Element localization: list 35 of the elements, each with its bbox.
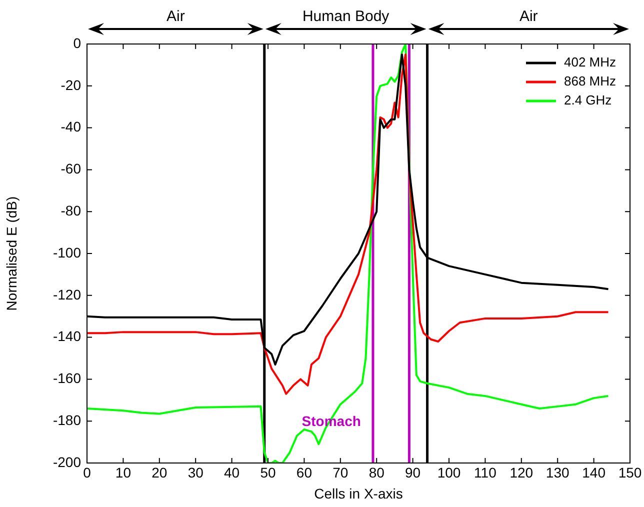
x-tick-label: 100 bbox=[437, 464, 461, 480]
text: Air bbox=[519, 8, 538, 25]
y-tick-label: -20 bbox=[60, 76, 82, 93]
text: Human Body bbox=[302, 8, 390, 25]
x-tick-label: 20 bbox=[152, 464, 168, 480]
y-tick-label: -180 bbox=[52, 412, 82, 428]
y-tick-label: -120 bbox=[52, 286, 82, 302]
legend-label: 402 MHz bbox=[564, 54, 616, 70]
x-tick-label: 60 bbox=[296, 464, 312, 480]
y-tick-label: -100 bbox=[52, 244, 82, 260]
y-tick-label: -200 bbox=[52, 454, 82, 470]
x-tick-label: 150 bbox=[618, 464, 642, 480]
y-axis-title: Normalised E (dB) bbox=[3, 196, 20, 311]
x-tick-label: 0 bbox=[83, 464, 92, 480]
x-tick-label: 30 bbox=[188, 464, 204, 480]
x-tick-label: 70 bbox=[332, 464, 348, 480]
y-tick-label: 0 bbox=[73, 34, 82, 51]
x-tick-label: 80 bbox=[368, 464, 385, 480]
legend-label: 868 MHz bbox=[564, 74, 616, 89]
x-tick-label: 130 bbox=[546, 464, 570, 480]
y-tick-label: -160 bbox=[52, 370, 82, 386]
x-tick-label: 90 bbox=[405, 464, 421, 480]
y-tick-label: -140 bbox=[52, 328, 82, 344]
x-axis-title: Cells in X-axis bbox=[314, 485, 403, 502]
x-tick-label: 50 bbox=[260, 464, 276, 480]
text: Air bbox=[166, 8, 185, 25]
y-tick-label: -60 bbox=[60, 160, 82, 177]
x-tick-label: 120 bbox=[510, 464, 534, 480]
x-tick-label: 10 bbox=[115, 464, 132, 480]
legend-label: 2.4 GHz bbox=[564, 92, 612, 108]
x-tick-label: 110 bbox=[474, 464, 497, 480]
x-tick-label: 140 bbox=[582, 464, 606, 480]
x-tick-label: 40 bbox=[224, 464, 240, 480]
y-tick-label: -40 bbox=[60, 118, 82, 135]
y-tick-label: -80 bbox=[60, 202, 82, 218]
